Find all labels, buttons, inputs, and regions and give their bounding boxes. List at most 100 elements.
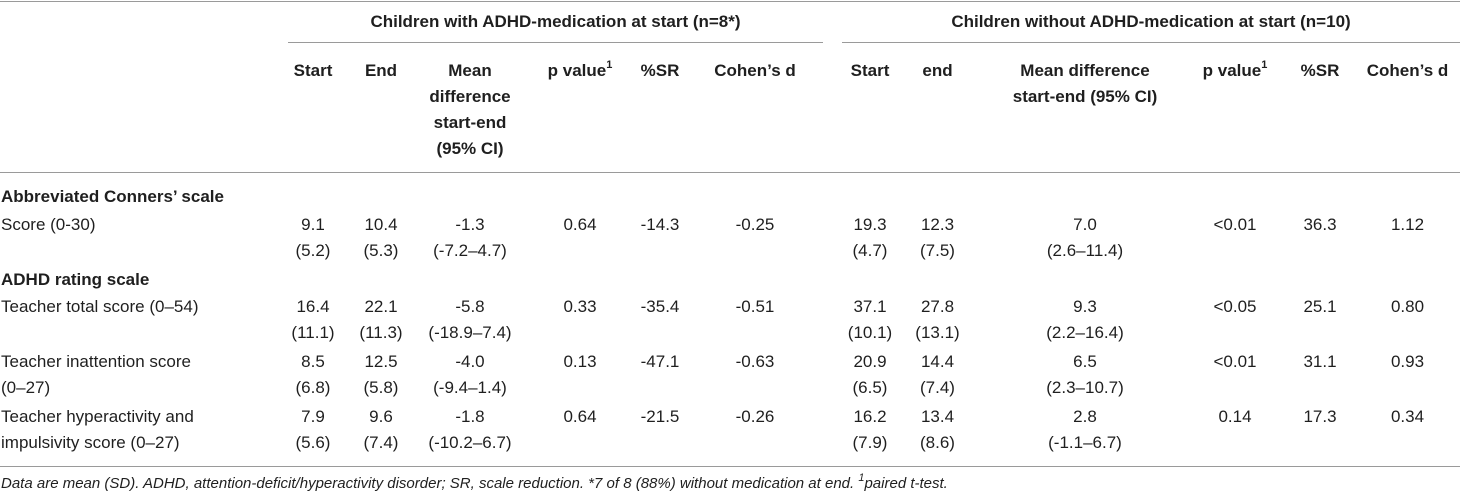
cell-with-p: 0.13	[540, 352, 620, 372]
cell-without-p: <0.05	[1190, 297, 1280, 317]
cell-with-end: (5.8)	[356, 378, 406, 398]
top-rule	[0, 1, 1460, 2]
cell-with-start: 7.9	[283, 407, 343, 427]
cell-with-d: -0.26	[700, 407, 810, 427]
col-header-start: Start	[840, 61, 900, 81]
cell-without-diff: (2.3–10.7)	[985, 378, 1185, 398]
col-header-end: end	[910, 61, 965, 81]
cell-without-end: 12.3	[910, 215, 965, 235]
cell-with-sr: -21.5	[630, 407, 690, 427]
cell-without-diff: 6.5	[985, 352, 1185, 372]
cell-without-diff: 2.8	[985, 407, 1185, 427]
cell-with-start: (11.1)	[283, 323, 343, 343]
cell-with-start: 8.5	[283, 352, 343, 372]
cell-without-start: 19.3	[840, 215, 900, 235]
cell-with-end: (5.3)	[356, 241, 406, 261]
col-header-end: End	[356, 61, 406, 81]
col-header-mean-diff: start-end	[410, 113, 530, 133]
footnote-marker: 1	[858, 472, 864, 484]
table-footnote: Data are mean (SD). ADHD, attention-defi…	[1, 474, 948, 494]
row-label: Teacher inattention score	[1, 352, 191, 372]
cell-without-end: 27.8	[910, 297, 965, 317]
cell-with-diff: (-7.2–4.7)	[410, 241, 530, 261]
cell-without-diff: (-1.1–6.7)	[985, 433, 1185, 453]
bottom-rule	[0, 466, 1460, 467]
cell-without-d: 1.12	[1355, 215, 1460, 235]
cell-without-end: (13.1)	[910, 323, 965, 343]
col-header-cohen: Cohen’s d	[1355, 61, 1460, 81]
col-header-pvalue: p value1	[1190, 61, 1280, 81]
cell-with-sr: -47.1	[630, 352, 690, 372]
cell-with-start: (5.6)	[283, 433, 343, 453]
cell-without-d: 0.93	[1355, 352, 1460, 372]
cell-with-d: -0.63	[700, 352, 810, 372]
row-label: (0–27)	[1, 378, 50, 398]
group-header-without-med: Children without ADHD-medication at star…	[842, 12, 1460, 32]
col-header-cohen: Cohen’s d	[700, 61, 810, 81]
cell-with-p: 0.33	[540, 297, 620, 317]
cell-with-end: (7.4)	[356, 433, 406, 453]
cell-without-diff: 7.0	[985, 215, 1185, 235]
cell-with-p: 0.64	[540, 407, 620, 427]
cell-with-p: 0.64	[540, 215, 620, 235]
cell-without-end: (7.5)	[910, 241, 965, 261]
cell-without-end: 13.4	[910, 407, 965, 427]
cell-with-end: (11.3)	[356, 323, 406, 343]
cell-with-diff: -4.0	[410, 352, 530, 372]
cell-with-sr: -35.4	[630, 297, 690, 317]
col-header-pvalue: p value1	[540, 61, 620, 81]
footnote-paired-test: paired t-test.	[864, 475, 947, 492]
cell-with-diff: (-9.4–1.4)	[410, 378, 530, 398]
col-header-start: Start	[283, 61, 343, 81]
cell-without-p: 0.14	[1190, 407, 1280, 427]
cell-with-diff: -5.8	[410, 297, 530, 317]
cell-without-start: 20.9	[840, 352, 900, 372]
cell-without-start: (4.7)	[840, 241, 900, 261]
row-label: Score (0-30)	[1, 215, 95, 235]
cell-without-p: <0.01	[1190, 215, 1280, 235]
cell-without-diff: (2.6–11.4)	[985, 241, 1185, 261]
col-header-sr: %SR	[1285, 61, 1355, 81]
cell-without-start: (10.1)	[840, 323, 900, 343]
cell-with-diff: (-18.9–7.4)	[410, 323, 530, 343]
cell-with-start: 9.1	[283, 215, 343, 235]
section-title: Abbreviated Conners’ scale	[1, 187, 224, 207]
cell-without-sr: 31.1	[1285, 352, 1355, 372]
cell-with-start: 16.4	[283, 297, 343, 317]
cell-with-end: 12.5	[356, 352, 406, 372]
group-rule-with	[288, 42, 823, 43]
cell-without-d: 0.80	[1355, 297, 1460, 317]
col-header-mean-diff: Mean	[410, 61, 530, 81]
cell-without-start: (7.9)	[840, 433, 900, 453]
group-rule-without	[842, 42, 1460, 43]
footnote-text: Data are mean (SD). ADHD, attention-defi…	[1, 475, 858, 492]
header-rule	[0, 172, 1460, 173]
cell-without-sr: 25.1	[1285, 297, 1355, 317]
cell-without-end: 14.4	[910, 352, 965, 372]
col-header-mean-diff: difference	[410, 87, 530, 107]
cell-with-start: (5.2)	[283, 241, 343, 261]
col-header-mean-diff: Mean difference	[985, 61, 1185, 81]
cell-without-sr: 17.3	[1285, 407, 1355, 427]
cell-with-end: 22.1	[356, 297, 406, 317]
row-label: Teacher hyperactivity and	[1, 407, 194, 427]
cell-with-d: -0.51	[700, 297, 810, 317]
col-header-mean-diff: (95% CI)	[410, 139, 530, 159]
col-header-sr: %SR	[630, 61, 690, 81]
col-header-mean-diff: start-end (95% CI)	[985, 87, 1185, 107]
group-header-with-med: Children with ADHD-medication at start (…	[288, 12, 823, 32]
cell-without-sr: 36.3	[1285, 215, 1355, 235]
cell-with-diff: -1.8	[410, 407, 530, 427]
cell-without-start: (6.5)	[840, 378, 900, 398]
cell-with-sr: -14.3	[630, 215, 690, 235]
row-label: Teacher total score (0–54)	[1, 297, 199, 317]
cell-without-end: (8.6)	[910, 433, 965, 453]
cell-with-d: -0.25	[700, 215, 810, 235]
cell-without-start: 37.1	[840, 297, 900, 317]
cell-without-d: 0.34	[1355, 407, 1460, 427]
cell-with-start: (6.8)	[283, 378, 343, 398]
cell-without-end: (7.4)	[910, 378, 965, 398]
cell-without-start: 16.2	[840, 407, 900, 427]
cell-with-end: 9.6	[356, 407, 406, 427]
cell-without-diff: 9.3	[985, 297, 1185, 317]
